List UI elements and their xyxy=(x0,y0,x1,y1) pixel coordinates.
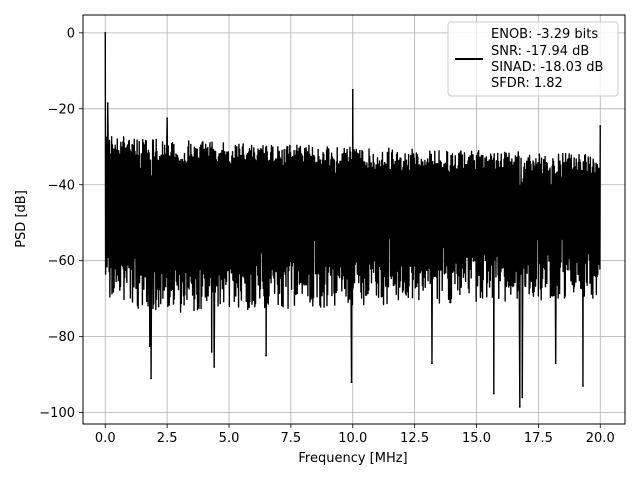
x-tick-label: 5.0 xyxy=(219,431,240,446)
psd-dip xyxy=(521,396,524,399)
y-tick-label: −60 xyxy=(48,254,75,269)
legend-sinad: SINAD: -18.03 dB xyxy=(491,60,603,75)
legend: ENOB: -3.29 bits SNR: -17.94 dB SINAD: -… xyxy=(447,21,619,97)
y-axis-title: PSD [dB] xyxy=(14,190,29,248)
y-tick-label: −100 xyxy=(39,406,75,421)
legend-box xyxy=(447,21,619,97)
psd-peak xyxy=(166,117,169,120)
psd-dip xyxy=(350,381,353,384)
y-tick-label: −80 xyxy=(48,330,75,345)
legend-sfdr: SFDR: 1.82 xyxy=(491,76,563,91)
psd-dip xyxy=(150,377,152,380)
psd-peak xyxy=(104,31,107,34)
psd-dip xyxy=(431,362,433,365)
y-tick-label: −40 xyxy=(48,178,75,193)
x-axis-title: Frequency [MHz] xyxy=(298,451,407,466)
x-axis: 0.0 2.5 5.0 7.5 10.0 12.5 15.0 17.5 20.0 xyxy=(95,424,615,446)
plot-frame xyxy=(82,14,626,425)
x-tick-label: 2.5 xyxy=(157,431,178,446)
psd-dip xyxy=(492,392,495,395)
x-tick-label: 15.0 xyxy=(462,431,491,446)
x-tick-label: 0.0 xyxy=(95,431,116,446)
psd-dip xyxy=(265,354,268,357)
psd-dip xyxy=(582,385,584,387)
psd-peak xyxy=(599,124,602,127)
x-tick-label: 17.5 xyxy=(524,431,553,446)
x-tick-label: 7.5 xyxy=(281,431,302,446)
psd-dip xyxy=(518,406,521,408)
psd-dip xyxy=(210,350,213,353)
psd-dip xyxy=(554,362,557,365)
x-tick-label: 10.0 xyxy=(338,431,367,446)
psd-series xyxy=(104,31,602,408)
psd-dip xyxy=(148,345,151,348)
x-tick-label: 12.5 xyxy=(400,431,429,446)
psd-peak xyxy=(351,88,354,91)
y-axis: 0 −20 −40 −60 −80 −100 xyxy=(39,26,83,421)
y-tick-label: 0 xyxy=(67,26,75,41)
y-tick-label: −20 xyxy=(48,102,75,117)
psd-peak xyxy=(106,102,109,105)
psd-dip xyxy=(213,366,216,368)
legend-enob: ENOB: -3.29 bits xyxy=(491,27,598,42)
legend-snr: SNR: -17.94 dB xyxy=(491,44,589,59)
x-tick-label: 20.0 xyxy=(586,431,615,446)
